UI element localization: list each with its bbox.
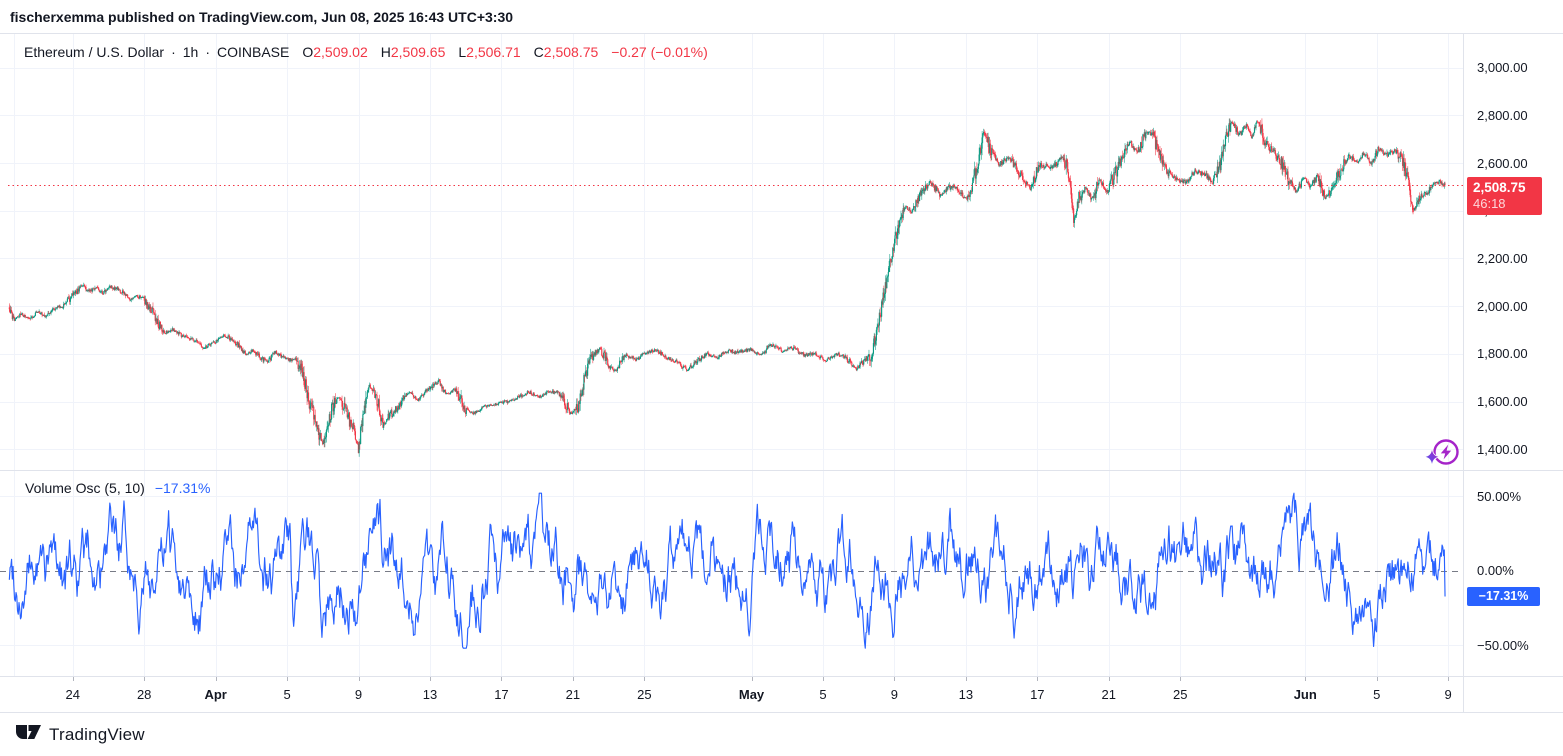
- time-month-label: Apr: [204, 687, 227, 702]
- time-tick-label: 25: [637, 687, 652, 702]
- time-axis[interactable]: [0, 677, 1563, 712]
- price-tick-label: 1,600.00: [1477, 394, 1528, 409]
- price-tick-label: 1,800.00: [1477, 346, 1528, 362]
- legend-dot: ·: [205, 44, 210, 60]
- time-tick-label: 21: [1101, 687, 1116, 702]
- time-tick-label: 9: [890, 687, 899, 702]
- osc-tick-label: 50.00%: [1477, 488, 1522, 504]
- price-tick-label: 2,800.00: [1477, 107, 1528, 123]
- indicator-legend: Volume Osc (5, 10) −17.31%: [25, 480, 211, 496]
- time-tick-label: 5: [283, 687, 291, 702]
- time-tick-label: 13: [422, 687, 438, 702]
- time-tick-label: 17: [494, 687, 509, 702]
- price-tick-label: 3,000.00: [1477, 60, 1528, 76]
- time-month-label: Jun: [1293, 687, 1317, 702]
- time-tick-label: 5: [819, 687, 827, 702]
- legend-exchange: COINBASE: [216, 44, 290, 60]
- ohlc-low: L2,506.71: [458, 44, 520, 60]
- legend-title: Ethereum / U.S. Dollar: [24, 44, 165, 60]
- time-tick-label: 9: [1444, 687, 1452, 702]
- last-price-value: 2,508.75: [1473, 180, 1526, 195]
- published-text: fischerxemma published on TradingView.co…: [10, 9, 514, 25]
- time-tick-label: 5: [1373, 687, 1381, 702]
- high-label: H: [380, 44, 391, 60]
- low-label: L: [458, 44, 467, 60]
- price-tick-label: 2,200.00: [1477, 250, 1528, 266]
- flash-sparkle-icon: [1422, 439, 1459, 465]
- tradingview-logo-icon[interactable]: [15, 724, 42, 745]
- footer: TradingView: [0, 713, 1563, 756]
- indicator-name: Volume Osc (5, 10): [25, 480, 145, 496]
- last-price-badge: 2,508.75 46:18: [1467, 177, 1542, 215]
- time-tick-label: 25: [1172, 687, 1188, 702]
- open-label: O: [302, 44, 314, 60]
- high-value: 2,509.65: [390, 44, 446, 60]
- close-label: C: [533, 44, 544, 60]
- ohlc-close: C2,508.75: [534, 44, 599, 60]
- osc-tick-label: 0.00%: [1477, 563, 1514, 579]
- time-tick-label: 21: [565, 687, 581, 702]
- osc-value-badge: −17.31%: [1467, 587, 1540, 606]
- close-value: 2,508.75: [543, 44, 599, 60]
- osc-tick-label: −50.00%: [1477, 637, 1529, 653]
- change-value: −0.27 (−0.01%): [611, 44, 708, 60]
- indicator-value: −17.31%: [154, 480, 211, 496]
- time-tick-label: 24: [65, 687, 80, 702]
- symbol-legend: Ethereum / U.S. Dollar · 1h · COINBASE O…: [24, 44, 708, 60]
- legend-dot: ·: [171, 44, 176, 60]
- time-tick-label: 17: [1030, 687, 1045, 702]
- ohlc-open: O2,509.02: [302, 44, 367, 60]
- ohlc-high: H2,509.65: [381, 44, 446, 60]
- legend-interval: 1h: [182, 44, 199, 60]
- time-month-label: May: [738, 687, 765, 702]
- time-tick-label: 28: [136, 687, 152, 702]
- tradingview-wordmark[interactable]: TradingView: [49, 724, 145, 744]
- price-tick-label: 2,000.00: [1477, 298, 1528, 314]
- open-value: 2,509.02: [313, 44, 368, 60]
- price-tick-label: 2,600.00: [1477, 155, 1528, 171]
- time-tick-label: 9: [354, 687, 363, 702]
- bar-countdown: 46:18: [1473, 196, 1506, 211]
- time-tick-label: 13: [958, 687, 974, 702]
- low-value: 2,506.71: [466, 44, 521, 60]
- price-tick-label: 1,400.00: [1477, 441, 1528, 457]
- published-bar: fischerxemma published on TradingView.co…: [10, 5, 513, 29]
